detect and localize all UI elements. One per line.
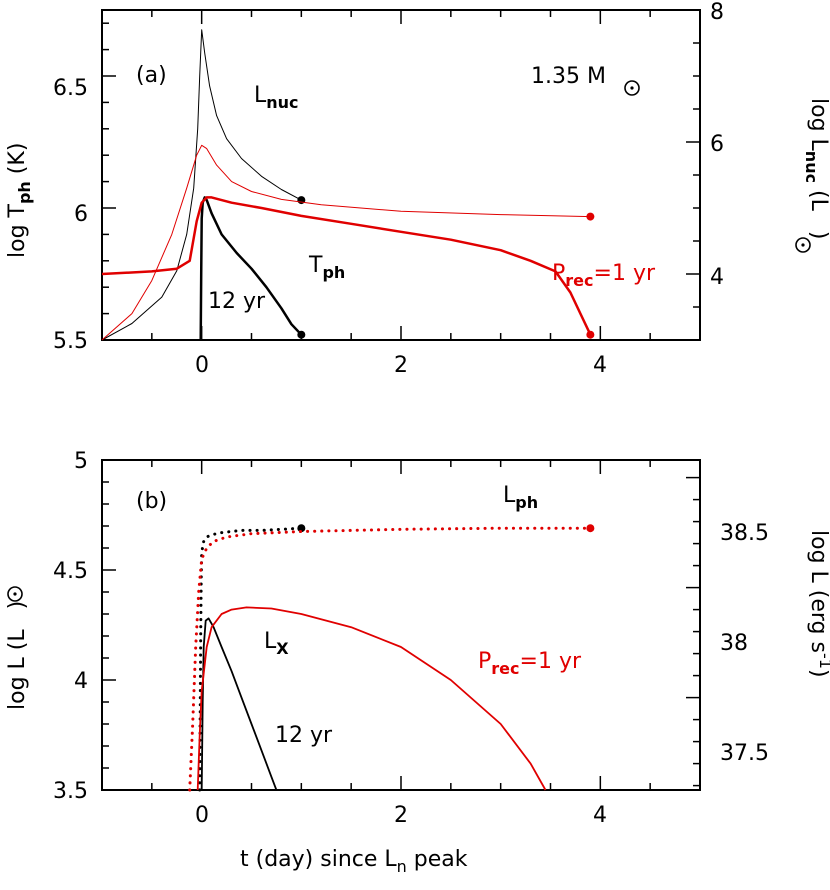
b-black-period-label: 12 yr [275, 723, 333, 748]
a-y-right-tick-label-4: 4 [710, 265, 724, 290]
panel-a-ticks [101, 9, 701, 341]
a-black-period-label: 12 yr [208, 289, 266, 314]
b-series-l-x-12-yr [200, 617, 278, 791]
a-y-left-tick-label-6: 6 [74, 202, 88, 227]
a-tph-label: Tph [308, 253, 345, 282]
b-x-tick-label-2: 2 [394, 803, 408, 828]
panel-b: 0 2 4 3.5 4 4.5 5 37.5 38 38.5 log L (L)… [5, 449, 830, 876]
b-lx-label: LX [264, 629, 289, 658]
panel-a: 0 2 4 5.5 6 6.5 4 6 8 log Tph (K) log Ln… [5, 0, 830, 378]
b-ylabel-left-text: log L (L) [5, 601, 30, 710]
b-ylabel-left: log L (L) [5, 586, 30, 710]
a-series-l-nuc-12-yr [101, 29, 302, 341]
b-y-left-tick-label-5: 5 [74, 449, 88, 474]
b-series-l-ph-1-yr [188, 526, 592, 792]
a-sun-symbol-right [795, 237, 811, 253]
b-sun-symbol-left-dot [13, 592, 17, 596]
a-lnuc-label: Lnuc [254, 83, 299, 112]
b-y-left-tick-label-4: 4 [74, 669, 88, 694]
a-y-left-tick-label-5.5: 5.5 [53, 329, 88, 354]
b-y-left-tick-label-3.5: 3.5 [53, 779, 88, 804]
a-series-l-nuc-1-yr [101, 144, 591, 341]
a-mass-label: 1.35 M [531, 64, 606, 89]
b-series-l-ph-12-yr-end-point [297, 524, 306, 533]
a-x-tick-label-0: 0 [195, 353, 209, 378]
a-red-period-label: Prec=1 yr [552, 261, 656, 290]
a-ylabel-right-text: log Lnuc (L) [802, 98, 830, 240]
b-y-right-tick-label-38.5: 38.5 [720, 521, 769, 546]
b-panel-label: (b) [136, 489, 167, 514]
b-y-left-tick-label-4.5: 4.5 [53, 559, 88, 584]
b-x-tick-label-0: 0 [195, 803, 209, 828]
a-series-t-ph-12-yr [199, 196, 303, 341]
panel-a-series [101, 29, 595, 341]
a-series-t-ph-1-yr [101, 196, 592, 336]
b-red-period-label: Prec=1 yr [478, 649, 582, 678]
a-ylabel-right: log Lnuc (L) [795, 98, 830, 253]
a-sun-symbol-mass [624, 80, 640, 96]
a-y-right-tick-label-6: 6 [710, 132, 724, 157]
b-ylabel-right: log L (erg s-1) [806, 530, 830, 678]
a-x-tick-label-4: 4 [593, 353, 607, 378]
b-y-right-tick-label-38: 38 [720, 631, 748, 656]
a-panel-label: (a) [136, 63, 167, 88]
a-y-left-tick-label-6.5: 6.5 [53, 76, 88, 101]
b-sun-symbol-left [7, 586, 23, 602]
b-lph-label: Lph [503, 483, 538, 512]
panel-a-frame [101, 9, 701, 341]
b-x-tick-label-4: 4 [593, 803, 607, 828]
a-sun-symbol-mass-dot [630, 86, 634, 90]
a-series-l-nuc-1-yr-end-point [586, 212, 595, 221]
a-x-tick-label-2: 2 [394, 353, 408, 378]
b-series-l-ph-1-yr-end-point [586, 524, 595, 533]
x-axis-title: t (day) since Ln peak [240, 847, 468, 876]
a-y-right-tick-label-8: 8 [710, 0, 724, 25]
panel-b-ticks [101, 459, 701, 791]
b-y-right-tick-label-37.5: 37.5 [720, 741, 769, 766]
a-sun-symbol-dot [801, 243, 805, 247]
panel-b-series [188, 524, 595, 792]
b-series-l-ph-12-yr [198, 526, 303, 792]
a-series-t-ph-12-yr-end-point [297, 330, 306, 339]
a-ylabel-left: log Tph (K) [5, 143, 34, 258]
b-series-l-x-1-yr [196, 606, 547, 791]
a-series-t-ph-1-yr-end-point [586, 330, 595, 339]
